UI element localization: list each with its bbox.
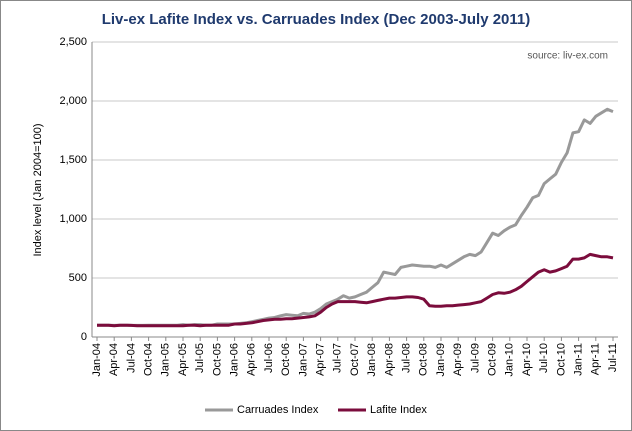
x-tick-label: Jul-04 [125,343,137,373]
x-tick-label: Jan-11 [573,343,585,376]
x-tick-label: Apr-10 [521,343,533,376]
x-tick-label: Jul-05 [194,343,206,373]
chart-title: Liv-ex Lafite Index vs. Carruades Index … [102,11,531,28]
x-tick-label: Apr-08 [383,343,395,376]
y-tick-label: 1,500 [59,154,87,166]
x-tick-label: Jul-07 [332,343,344,373]
x-tick-label: Jan-10 [504,343,516,377]
x-tick-label: Oct-08 [418,343,430,376]
x-tick-label: Oct-07 [349,343,361,376]
source-note: source: liv-ex.com [527,51,608,62]
y-tick-label: 2,500 [59,36,87,48]
x-tick-label: Jul-08 [401,343,413,373]
x-tick-label: Jan-06 [229,343,241,377]
x-tick-label: Jan-08 [366,343,378,377]
x-tick-label: Jul-06 [263,343,275,373]
x-tick-label: Apr-09 [452,343,464,376]
x-tick-label: Oct-04 [143,343,155,376]
x-tick-label: Apr-11 [590,343,602,375]
legend-label: Lafite Index [370,404,427,416]
legend-label: Carruades Index [237,404,319,416]
x-tick-label: Jul-10 [538,343,550,373]
x-tick-label: Jul-09 [469,343,481,373]
y-tick-label: 2,000 [59,95,87,107]
x-tick-label: Apr-06 [246,343,258,376]
x-tick-label: Jan-07 [297,343,309,377]
x-tick-label: Jan-09 [435,343,447,377]
x-tick-label: Apr-04 [108,343,120,376]
x-tick-label: Oct-09 [487,343,499,376]
y-tick-label: 500 [69,272,87,284]
y-tick-label: 1,000 [59,213,87,225]
x-tick-label: Jan-05 [160,343,172,377]
y-axis-label: Index level (Jan 2004=100) [32,123,44,256]
x-tick-label: Jan-04 [91,343,103,377]
series-line [97,252,614,328]
x-tick-label: Oct-10 [555,343,567,376]
x-tick-label: Apr-07 [315,343,327,376]
x-tick-label: Jul-11 [607,343,619,372]
y-tick-label: 0 [81,331,87,343]
x-tick-label: Oct-06 [280,343,292,376]
x-tick-label: Apr-05 [177,343,189,376]
x-tick-label: Oct-05 [211,343,223,376]
